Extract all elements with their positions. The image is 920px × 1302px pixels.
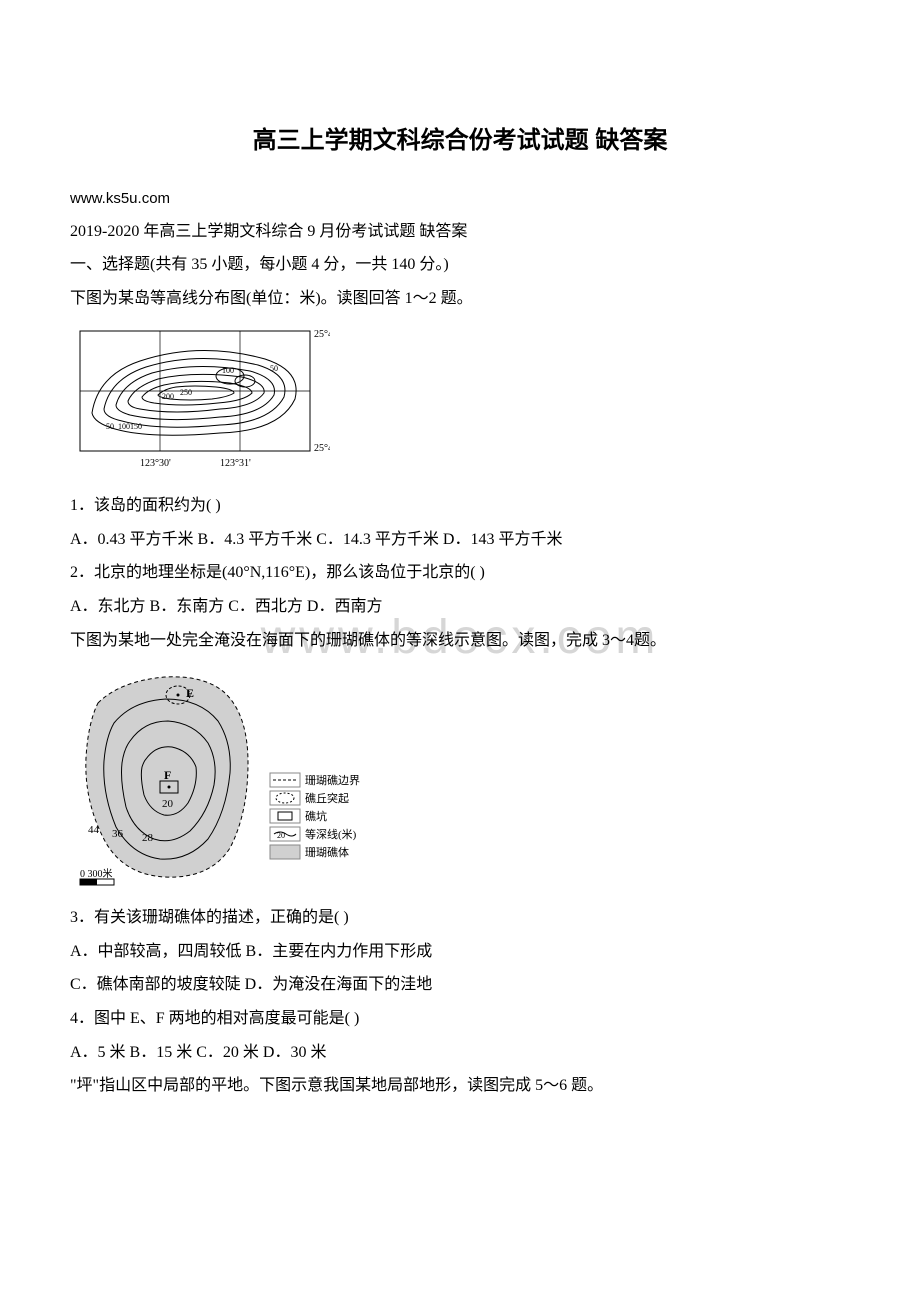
contour-label-50b: 50 [270,364,278,373]
question-1-options: A．0.43 平方千米 B．4.3 平方千米 C．14.3 平方千米 D．143… [70,523,850,557]
question-3-options-ab: A．中部较高，四周较低 B．主要在内力作用下形成 [70,935,850,969]
legend-4-sample: 20 [277,831,285,840]
figure-coral-reef: E F 44 36 28 20 0 300米 珊瑚礁边界 [70,663,850,893]
question-4: 4．图中 E、F 两地的相对高度最可能是( ) [70,1002,850,1036]
depth-28: 28 [142,832,154,844]
year-line: 2019-2020 年高三上学期文科综合 9 月份考试试题 缺答案 [70,215,850,249]
lon-right-label: 123°31' [220,458,251,469]
question-1: 1．该岛的面积约为( ) [70,489,850,523]
question-4-options: A．5 米 B．15 米 C．20 米 D．30 米 [70,1036,850,1070]
point-f-label: F [164,768,171,782]
lon-left-label: 123°30' [140,458,171,469]
contour-label-250: 250 [180,388,192,397]
question-3: 3．有关该珊瑚礁体的描述，正确的是( ) [70,901,850,935]
question-2: 2．北京的地理坐标是(40°N,116°E)，那么该岛位于北京的( ) [70,556,850,590]
scale-label: 0 300米 [80,867,113,880]
depth-20: 20 [162,798,174,810]
intro-3: "坪"指山区中局部的平地。下图示意我国某地局部地形，读图完成 5～6 题。 [70,1069,850,1103]
intro-1: 下图为某岛等高线分布图(单位：米)。读图回答 1～2 题。 [70,282,850,316]
legend-4: 等深线(米) [305,827,357,841]
legend-3: 礁坑 [305,809,327,823]
contour-label-50a: 50 [106,422,114,431]
legend-2: 礁丘突起 [305,791,349,805]
lat-top-label: 25°41' [314,329,330,340]
depth-36: 36 [112,828,124,840]
document-content: 高三上学期文科综合份考试试题 缺答案 www.ks5u.com 2019-202… [70,120,850,1103]
contour-label-150: 150 [130,422,142,431]
section-heading: 一、选择题(共有 35 小题，每小题 4 分，一共 140 分。) [70,248,850,282]
figure-island-contour: 25°41' 25°40' 123°30' 123°31' 50 100 150… [70,321,850,481]
contour-label-200: 200 [162,392,174,401]
point-e-label: E [186,686,194,700]
contour-label-100b: 100 [222,366,234,375]
question-2-options: A．东北方 B．东南方 C．西北方 D．西南方 [70,590,850,624]
contour-label-100a: 100 [118,422,130,431]
legend-5: 珊瑚礁体 [305,845,349,859]
legend-1: 珊瑚礁边界 [305,773,360,787]
legend: 珊瑚礁边界 礁丘突起 礁坑 20 等深线(米) 珊瑚礁体 [270,773,360,859]
question-3-options-cd: C．礁体南部的坡度较陡 D．为淹没在海面下的洼地 [70,968,850,1002]
intro-2: 下图为某地一处完全淹没在海面下的珊瑚礁体的等深线示意图。读图，完成 3～4题。 [70,624,850,658]
lat-bot-label: 25°40' [314,443,330,454]
source-url: www.ks5u.com [70,183,850,215]
page-title: 高三上学期文科综合份考试试题 缺答案 [70,120,850,155]
depth-44: 44 [88,824,100,836]
